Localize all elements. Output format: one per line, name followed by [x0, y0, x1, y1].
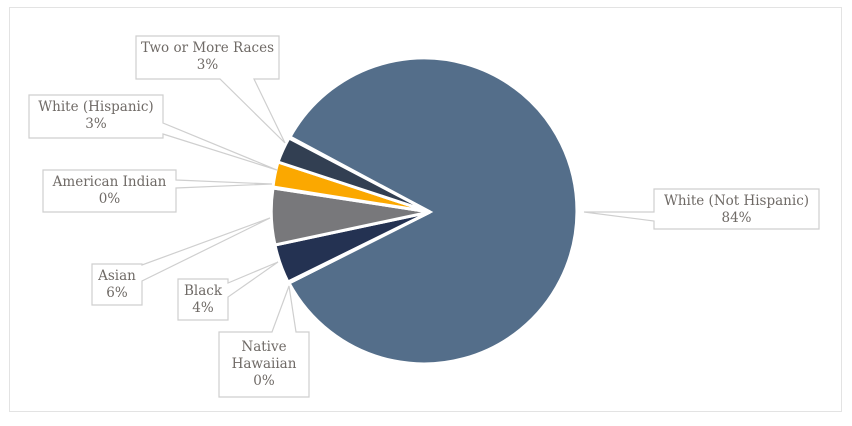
callout-white-hispanic: [28, 94, 278, 171]
slice-two-or-more-races[interactable]: [276, 135, 431, 214]
callout-american-indian: [42, 169, 273, 213]
callout-asian: [91, 217, 271, 306]
callout-two-or-more-races: [135, 35, 286, 144]
slice-white-not-hispanic[interactable]: [286, 56, 579, 366]
callout-black: [177, 261, 279, 321]
pie-slices: [269, 56, 579, 366]
callout-native-hawaiian: [218, 285, 310, 398]
callouts: [28, 35, 820, 398]
callout-white-not-hispanic: [583, 188, 820, 230]
